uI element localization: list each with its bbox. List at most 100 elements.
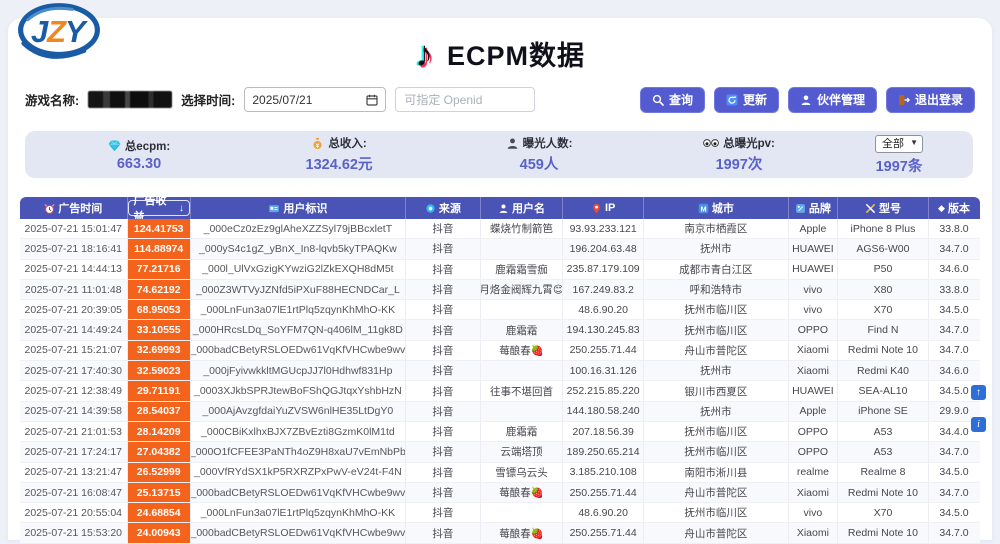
cell-brand: Xiaomi xyxy=(789,340,838,361)
cell-uid: _000l_UlVxGzigKYwziG2lZkEXQH8dM5t xyxy=(191,259,406,279)
cell-ver: 34.7.0 xyxy=(939,324,969,337)
cell-time: 2025-07-21 14:49:24 xyxy=(20,320,128,340)
svg-text:Y: Y xyxy=(65,14,89,49)
cell-rev: 124.41753 xyxy=(127,219,191,239)
cell-model: Realme 8 xyxy=(838,462,930,482)
partner-manage-button[interactable]: 伙伴管理 xyxy=(787,86,877,113)
cell-brand: Xiaomi xyxy=(789,482,838,503)
cell-rev: 24.00943 xyxy=(127,523,191,543)
person-icon xyxy=(498,203,509,214)
data-table: 广告时间 广告收益 ↓ 用户标识 xyxy=(20,197,980,544)
col-source: 来源 xyxy=(406,197,481,219)
cell-model: iPhone 8 Plus xyxy=(838,219,930,239)
cell-time: 2025-07-21 16:08:47 xyxy=(20,482,128,503)
cell-brand: vivo xyxy=(789,503,838,523)
cell-ver: 34.5.0 xyxy=(939,385,969,398)
cell-ver: 34.5.0 xyxy=(939,303,969,316)
float-button-info[interactable]: i xyxy=(971,417,986,432)
cell-brand: HUAWEI xyxy=(789,239,838,259)
col-city: M 城市 xyxy=(644,197,789,219)
logout-button[interactable]: 退出登录 xyxy=(885,86,975,113)
cell-uid: _000badCBetyRSLOEDw61VqKfVHCwbe9wv xyxy=(191,482,406,503)
refresh-button[interactable]: 更新 xyxy=(713,86,779,113)
cell-src: 抖音 xyxy=(406,300,481,320)
col-brand: 品牌 xyxy=(789,197,838,219)
date-input[interactable]: 2025/07/21 xyxy=(244,87,387,112)
filter-select[interactable]: 全部 xyxy=(875,134,923,153)
cell-brand: Xiaomi xyxy=(789,361,838,381)
float-button-top[interactable]: ↑ xyxy=(971,385,986,400)
cell-ip: 235.87.179.109 xyxy=(563,259,644,279)
cell-user: 云端塔顶 xyxy=(481,442,564,462)
cell-model: Find N xyxy=(838,320,930,340)
cell-ip: 189.250.65.214 xyxy=(563,442,644,462)
cell-city: 舟山市普陀区 xyxy=(644,482,789,503)
logout-button-label: 退出登录 xyxy=(914,93,963,107)
cell-user: 莓酿春🍓 xyxy=(481,340,564,361)
refresh-button-label: 更新 xyxy=(742,93,767,107)
cell-rev: 27.04382 xyxy=(127,442,191,462)
cell-brand: Xiaomi xyxy=(789,523,838,543)
revenue-sort-button[interactable]: 广告收益 ↓ xyxy=(127,197,190,219)
table-row: 2025-07-21 17:40:30 32.59023 _000jFyivwkkl… xyxy=(20,361,980,382)
stats-bar: 总ecpm: 663.30 总收入: 1324.62元 曝光人数: 459人 xyxy=(25,131,973,178)
game-name-redacted xyxy=(88,91,173,108)
cell-user: 鹿霜霜 xyxy=(481,421,564,442)
cell-uid: _000VfRYdSX1kP5RXRZPxPwV-eV24t-F4N xyxy=(191,462,406,482)
game-name-label: 游戏名称: xyxy=(25,94,80,108)
cell-uid: _000badCBetyRSLOEDw61VqKfVHCwbe9wv xyxy=(191,523,406,543)
action-buttons: 查询 更新 伙伴管理 退出登录 xyxy=(639,86,975,113)
cell-model: P50 xyxy=(838,259,930,279)
cell-ver: 34.4.0 xyxy=(939,425,969,438)
cell-user: 蝶烧竹制箭笆 xyxy=(481,219,564,239)
refresh-icon xyxy=(726,94,738,105)
cell-src: 抖音 xyxy=(406,482,481,503)
table-row: 2025-07-21 17:24:17 27.04382 _000O1fCFEE3P… xyxy=(20,442,980,463)
table-row: 2025-07-21 20:39:05 68.95053 _000LnFun3a07… xyxy=(20,300,980,321)
openid-input[interactable] xyxy=(395,87,536,112)
cell-time: 2025-07-21 15:53:20 xyxy=(20,523,128,543)
cell-brand: realme xyxy=(789,462,838,482)
stat-exposure-users-value: 459人 xyxy=(519,157,559,173)
cell-ip: 196.204.63.48 xyxy=(563,239,644,259)
cell-time: 2025-07-21 21:01:53 xyxy=(20,421,128,442)
table-row: 2025-07-21 12:38:49 29.71191 _0003XJkbSPRJ… xyxy=(20,381,980,402)
cell-time: 2025-07-21 20:39:05 xyxy=(20,300,128,320)
cell-rev: 28.54037 xyxy=(127,401,191,421)
date-value: 2025/07/21 xyxy=(252,92,313,107)
col-username: 用户名 xyxy=(481,197,564,219)
col-label-version: 版本 xyxy=(947,203,970,215)
cell-ver: 34.7.0 xyxy=(939,445,969,458)
table-row: 2025-07-21 15:53:20 24.00943 _000badCBetyR… xyxy=(20,523,980,544)
cell-model: X80 xyxy=(838,279,930,300)
cell-brand: HUAWEI xyxy=(789,381,838,401)
cell-uid: _000HRcsLDq_SoYFM7QN-q406lM_11gk8D xyxy=(191,320,406,340)
cell-brand: Apple xyxy=(789,219,838,239)
cell-time: 2025-07-21 15:21:07 xyxy=(20,340,128,361)
partner-button-label: 伙伴管理 xyxy=(816,93,865,107)
partner-icon xyxy=(801,95,811,105)
cell-ver: 34.7.0 xyxy=(939,527,969,540)
cell-model: Redmi Note 10 xyxy=(838,340,930,361)
cell-city: 抚州市 xyxy=(644,361,789,381)
cell-ip: 207.18.56.39 xyxy=(563,421,644,442)
cell-user xyxy=(481,503,564,523)
col-user-id: 用户标识 xyxy=(191,197,406,219)
svg-text:Z: Z xyxy=(46,14,67,49)
col-label-revenue: 广告收益 xyxy=(133,197,167,219)
cell-rev: 32.69993 xyxy=(127,340,191,361)
cell-src: 抖音 xyxy=(406,239,481,259)
cell-ver: 33.8.0 xyxy=(939,222,969,235)
cell-uid: _000LnFun3a07lE1rtPlq5zqynKhMhO-KK xyxy=(191,503,406,523)
cell-time: 2025-07-21 13:21:47 xyxy=(20,462,128,482)
query-button[interactable]: 查询 xyxy=(639,86,705,113)
pin-icon xyxy=(591,203,602,214)
cell-uid: _0003XJkbSPRJtewBoFShQGJtqxYshbHzN xyxy=(191,381,406,401)
cell-ip: 194.130.245.83 xyxy=(563,320,644,340)
cell-brand: OPPO xyxy=(789,421,838,442)
jzy-logo: J Z Y xyxy=(14,2,104,64)
cell-src: 抖音 xyxy=(406,401,481,421)
gem-icon xyxy=(108,140,121,152)
cell-brand: OPPO xyxy=(789,442,838,462)
cell-uid: _000AjAvzgfdaiYuZVSW6nlHE35LtDgY0 xyxy=(191,401,406,421)
